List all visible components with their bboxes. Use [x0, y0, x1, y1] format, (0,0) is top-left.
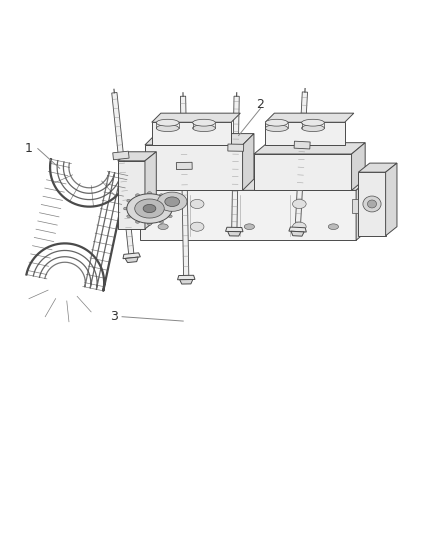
- Polygon shape: [265, 122, 345, 145]
- Ellipse shape: [191, 199, 204, 208]
- Ellipse shape: [124, 207, 128, 210]
- Polygon shape: [254, 154, 352, 190]
- Polygon shape: [352, 143, 365, 190]
- Ellipse shape: [156, 119, 179, 126]
- Ellipse shape: [328, 224, 339, 230]
- Polygon shape: [265, 113, 354, 122]
- Polygon shape: [177, 275, 195, 280]
- Ellipse shape: [135, 221, 140, 223]
- Ellipse shape: [148, 192, 152, 195]
- Ellipse shape: [293, 199, 306, 208]
- Text: 1: 1: [25, 142, 33, 155]
- Polygon shape: [180, 279, 193, 284]
- Polygon shape: [141, 190, 356, 240]
- Polygon shape: [152, 113, 240, 122]
- Ellipse shape: [265, 125, 288, 132]
- Ellipse shape: [135, 194, 140, 197]
- Polygon shape: [152, 122, 231, 145]
- Ellipse shape: [293, 222, 306, 231]
- Polygon shape: [145, 145, 243, 190]
- Ellipse shape: [127, 199, 131, 202]
- Polygon shape: [352, 199, 358, 213]
- Polygon shape: [125, 257, 138, 263]
- Polygon shape: [243, 134, 254, 190]
- Polygon shape: [112, 93, 134, 258]
- Ellipse shape: [135, 199, 164, 218]
- Ellipse shape: [159, 221, 163, 223]
- Ellipse shape: [165, 197, 180, 206]
- Polygon shape: [385, 163, 397, 236]
- Ellipse shape: [193, 119, 215, 126]
- Polygon shape: [113, 151, 129, 160]
- Ellipse shape: [168, 215, 172, 217]
- Ellipse shape: [157, 192, 187, 211]
- Ellipse shape: [265, 119, 288, 126]
- Polygon shape: [356, 177, 372, 240]
- Ellipse shape: [158, 224, 168, 230]
- Ellipse shape: [302, 125, 324, 132]
- Polygon shape: [141, 177, 372, 190]
- Ellipse shape: [302, 119, 324, 126]
- Polygon shape: [145, 152, 156, 229]
- Ellipse shape: [148, 223, 152, 225]
- Polygon shape: [123, 253, 140, 259]
- Polygon shape: [232, 96, 239, 232]
- Ellipse shape: [193, 125, 215, 132]
- Polygon shape: [358, 163, 397, 172]
- Polygon shape: [295, 92, 307, 232]
- Polygon shape: [289, 227, 306, 232]
- Ellipse shape: [156, 125, 179, 132]
- Ellipse shape: [127, 194, 172, 223]
- Polygon shape: [177, 162, 192, 169]
- Ellipse shape: [168, 199, 172, 202]
- Polygon shape: [291, 231, 304, 236]
- Polygon shape: [118, 152, 156, 161]
- Polygon shape: [228, 144, 244, 151]
- Ellipse shape: [367, 200, 377, 208]
- Polygon shape: [358, 172, 385, 236]
- Polygon shape: [294, 141, 310, 149]
- Ellipse shape: [244, 224, 254, 230]
- Polygon shape: [226, 227, 243, 232]
- Ellipse shape: [191, 222, 204, 231]
- Polygon shape: [254, 143, 365, 154]
- Polygon shape: [180, 96, 189, 280]
- Ellipse shape: [143, 205, 156, 213]
- Text: 2: 2: [257, 99, 265, 111]
- Ellipse shape: [171, 207, 175, 210]
- Ellipse shape: [127, 215, 131, 217]
- Ellipse shape: [159, 194, 163, 197]
- Polygon shape: [228, 231, 241, 236]
- Polygon shape: [145, 134, 254, 145]
- Polygon shape: [118, 161, 145, 229]
- Ellipse shape: [363, 196, 381, 212]
- Text: 3: 3: [110, 310, 118, 323]
